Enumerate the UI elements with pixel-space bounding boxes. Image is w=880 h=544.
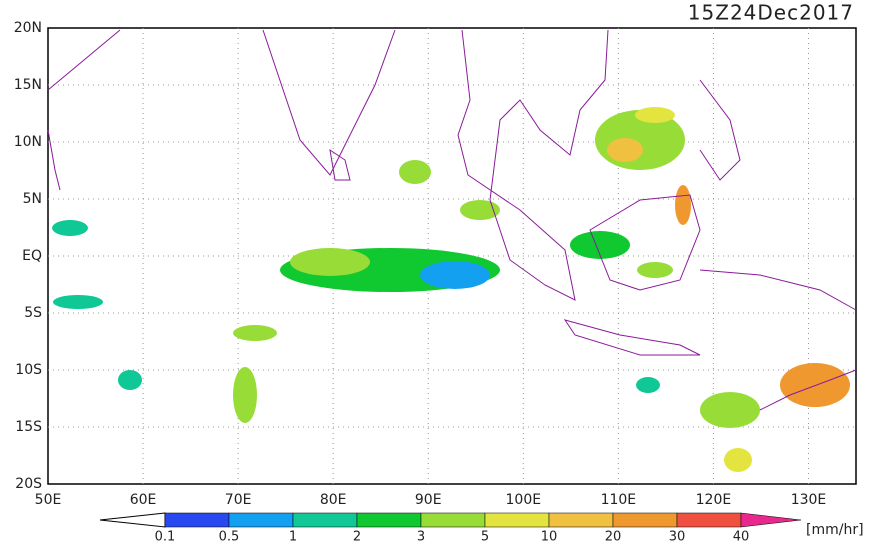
rain-area: [724, 448, 752, 472]
lat-label: 15N: [14, 77, 42, 93]
colorbar-box: [356, 512, 422, 528]
rain-area: [52, 220, 88, 236]
colorbar-label: 20: [605, 530, 622, 544]
rain-area: [637, 262, 673, 278]
map-title: 15Z24Dec2017: [688, 1, 854, 25]
rain-area: [636, 377, 660, 393]
colorbar-label: 10: [541, 530, 558, 544]
lat-label: EQ: [22, 248, 42, 264]
rain-area: [233, 325, 277, 341]
coastline: [47, 29, 121, 191]
rain-area: [675, 185, 691, 225]
coastline: [329, 148, 351, 181]
lon-label: 80E: [320, 492, 347, 508]
coastline: [699, 79, 741, 181]
rain-area: [118, 370, 142, 390]
coastline: [699, 269, 857, 411]
rain-area: [460, 200, 500, 220]
colorbar-box: [420, 512, 486, 528]
colorbar-label: 30: [669, 530, 686, 544]
colorbar-label: 5: [481, 530, 489, 544]
coastline: [262, 29, 396, 176]
rain-area: [700, 392, 760, 428]
lat-label: 20N: [14, 20, 42, 36]
colorbar-label: 3: [417, 530, 425, 544]
lon-label: 130E: [791, 492, 827, 508]
colorbar-under: [99, 512, 166, 528]
colorbar-box: [612, 512, 678, 528]
colorbar-box: [676, 512, 742, 528]
lon-label: 70E: [225, 492, 252, 508]
colorbar-box: [548, 512, 614, 528]
lon-label: 110E: [601, 492, 637, 508]
map-frame: [47, 27, 857, 485]
rain-area: [233, 367, 257, 423]
coastline: [563, 319, 701, 356]
colorbar-label: 0.1: [155, 530, 176, 544]
colorbar-unit: [mm/hr]: [806, 522, 864, 538]
colorbar-box: [228, 512, 294, 528]
lat-label: 5S: [24, 305, 42, 321]
rain-areas: [52, 107, 850, 472]
lon-label: 120E: [696, 492, 732, 508]
colorbar: 0.1 0.5 1 2 3 5 10 20 30 40: [99, 512, 802, 544]
rain-area: [290, 248, 370, 276]
coastlines: [47, 29, 857, 411]
rain-area: [635, 107, 675, 123]
colorbar-label: 0.5: [219, 530, 240, 544]
rain-area: [780, 363, 850, 407]
colorbar-label: 40: [733, 530, 750, 544]
colorbar-box: [292, 512, 358, 528]
rain-area: [53, 295, 103, 309]
lon-label: 100E: [506, 492, 542, 508]
colorbar-over: [740, 512, 802, 528]
rain-area: [607, 138, 643, 162]
rain-area: [570, 231, 630, 259]
coastline: [589, 194, 701, 291]
lon-label: 50E: [35, 492, 62, 508]
colorbar-box: [484, 512, 550, 528]
colorbar-box: [164, 512, 230, 528]
rain-area: [420, 261, 490, 289]
colorbar-label: 2: [353, 530, 361, 544]
lat-label: 15S: [15, 419, 42, 435]
lat-label: 5N: [23, 191, 42, 207]
lon-label: 60E: [130, 492, 157, 508]
lat-label: 10N: [14, 134, 42, 150]
rain-area: [399, 160, 431, 184]
lon-label: 90E: [415, 492, 442, 508]
colorbar-label: 1: [289, 530, 297, 544]
lat-label: 20S: [15, 476, 42, 492]
coastline: [457, 29, 609, 301]
lat-label: 10S: [15, 362, 42, 378]
